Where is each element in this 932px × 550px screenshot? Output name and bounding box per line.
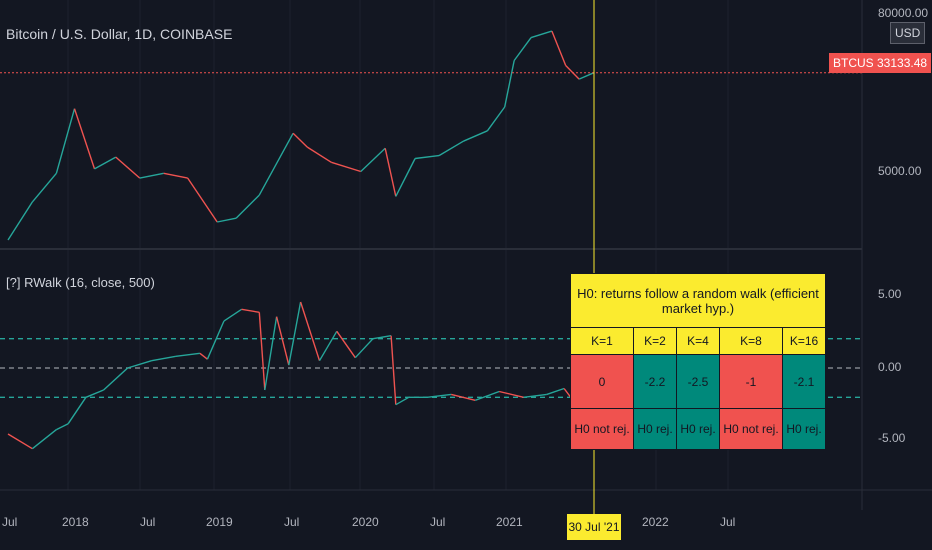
crosshair-date-tag: 30 Jul '21 xyxy=(567,514,621,540)
indicator-segment xyxy=(336,330,356,359)
indicator-segment xyxy=(288,301,302,366)
indicator-segment xyxy=(223,308,242,322)
indicator-segment xyxy=(85,389,104,398)
time-axis-label: 2021 xyxy=(496,515,523,529)
indicator-segment xyxy=(56,423,69,431)
time-axis-label: Jul xyxy=(140,515,156,529)
indicator-segment xyxy=(7,433,33,450)
time-axis-label: Jul xyxy=(430,515,446,529)
price-axis-label-top: 80000.00 xyxy=(878,6,929,20)
indicator-segment xyxy=(390,335,397,405)
indicator-segment xyxy=(318,330,338,362)
lag-header-cell: K=1 xyxy=(570,327,634,355)
indicator-segment xyxy=(264,316,278,391)
time-axis-label: Jul xyxy=(284,515,300,529)
indicator-series xyxy=(7,301,595,450)
indicator-segment xyxy=(474,390,500,401)
price-segment xyxy=(139,172,164,179)
decision-cell: H0 rej. xyxy=(676,408,720,450)
price-segment xyxy=(384,148,397,197)
indicator-axis-label: -5.00 xyxy=(878,431,906,445)
indicator-segment xyxy=(151,355,177,362)
price-series xyxy=(7,30,595,241)
price-segment xyxy=(551,30,567,66)
time-axis-label: 2019 xyxy=(206,515,233,529)
lag-header-cell: K=4 xyxy=(676,327,720,355)
decision-cell: H0 not rej. xyxy=(719,408,783,450)
price-segment xyxy=(486,106,506,132)
table-header: H0: returns follow a random walk (effici… xyxy=(570,273,826,328)
statistic-cell: -2.1 xyxy=(782,354,826,409)
price-segment xyxy=(438,140,464,157)
indicator-segment xyxy=(275,316,290,366)
price-segment xyxy=(415,154,440,160)
price-segment xyxy=(360,147,386,173)
indicator-segment xyxy=(372,335,392,340)
price-segment xyxy=(7,201,33,241)
price-segment xyxy=(292,132,308,148)
lag-header-cell: K=16 xyxy=(782,327,826,355)
price-segment xyxy=(395,158,416,197)
price-segment xyxy=(258,132,294,196)
indicator-segment xyxy=(395,396,410,406)
price-segment xyxy=(55,108,76,174)
symbol-title[interactable]: Bitcoin / U.S. Dollar, 1D, COINBASE xyxy=(6,26,233,42)
random-walk-test-table: H0: returns follow a random walk (effici… xyxy=(570,273,826,450)
lag-header-cell: K=2 xyxy=(633,327,677,355)
statistic-cell: -2.2 xyxy=(633,354,677,409)
statistic-cell: -1 xyxy=(719,354,783,409)
price-segment xyxy=(163,172,188,179)
ticker-tag: BTCUSD xyxy=(829,53,887,73)
indicator-segment xyxy=(299,301,321,361)
price-segment xyxy=(31,172,57,203)
indicator-segment xyxy=(499,390,524,398)
price-segment xyxy=(504,60,515,108)
price-segment xyxy=(94,156,117,170)
indicator-segment xyxy=(258,312,266,391)
time-axis-label: 2018 xyxy=(62,515,89,529)
price-segment xyxy=(187,177,218,223)
indicator-segment xyxy=(241,308,260,313)
price-segment xyxy=(235,194,260,219)
indicator-axis-label: 5.00 xyxy=(878,287,902,301)
statistic-cell: 0 xyxy=(570,354,634,409)
indicator-segment xyxy=(451,393,476,401)
indicator-segment xyxy=(199,352,208,360)
decision-cell: H0 not rej. xyxy=(570,408,634,450)
indicator-segment xyxy=(546,387,565,396)
indicator-title[interactable]: [?] RWalk (16, close, 500) xyxy=(6,275,155,290)
price-segment xyxy=(217,217,237,223)
indicator-segment xyxy=(427,393,452,398)
price-segment xyxy=(115,156,141,179)
indicator-segment xyxy=(31,429,57,450)
price-axis-label-mid: 5000.00 xyxy=(878,164,922,178)
price-segment xyxy=(530,30,553,39)
grid-lines xyxy=(67,0,729,490)
currency-button[interactable]: USD xyxy=(890,22,926,44)
decision-cell: H0 rej. xyxy=(782,408,826,450)
price-segment xyxy=(513,37,532,61)
time-axis-label: 2022 xyxy=(642,515,669,529)
price-segment xyxy=(331,161,362,173)
indicator-segment xyxy=(206,320,225,360)
statistic-cell: -2.5 xyxy=(676,354,720,409)
decision-cell: H0 rej. xyxy=(633,408,677,450)
indicator-segment xyxy=(103,367,129,391)
indicator-segment xyxy=(67,396,87,425)
price-segment xyxy=(306,146,332,163)
indicator-segment xyxy=(127,360,152,369)
price-segment xyxy=(463,130,488,142)
indicator-segment xyxy=(354,338,374,359)
price-segment xyxy=(73,108,96,170)
time-axis-label: 2020 xyxy=(352,515,379,529)
price-segment xyxy=(578,72,595,80)
time-axis-label: Jul xyxy=(720,515,736,529)
indicator-segment xyxy=(523,393,547,398)
last-price-tag: 33133.48 xyxy=(873,53,932,73)
indicator-segment xyxy=(175,352,200,357)
indicator-axis-label: 0.00 xyxy=(878,360,902,374)
time-axis-label: Jul xyxy=(2,515,18,529)
lag-header-cell: K=8 xyxy=(719,327,783,355)
